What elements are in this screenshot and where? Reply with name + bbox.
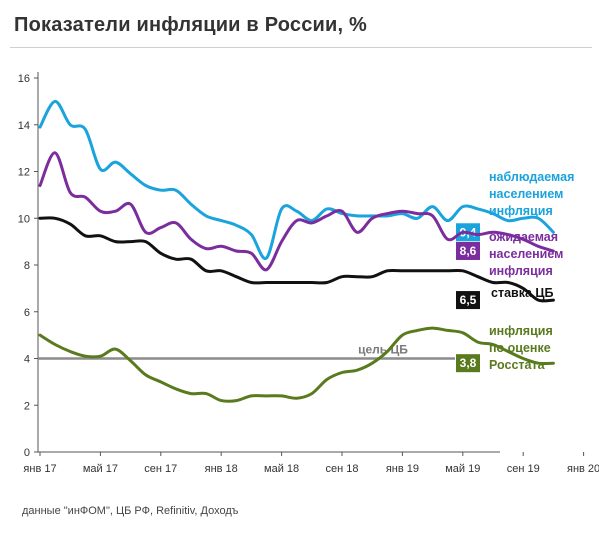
- series-label-line: ставка ЦБ: [491, 286, 554, 300]
- x-tick-label: май 17: [83, 463, 118, 475]
- series-label-line: населением: [489, 187, 563, 201]
- series-label-line: наблюдаемая: [489, 170, 574, 184]
- x-tick-label: янв 20: [567, 463, 599, 475]
- y-tick-label: 14: [18, 120, 30, 132]
- series-label-line: инфляция: [489, 264, 553, 278]
- rosstat-inflation-end-value: 3,8: [460, 356, 477, 370]
- y-tick-label: 12: [18, 167, 30, 179]
- x-tick-label: янв 18: [205, 463, 238, 475]
- y-tick-label: 2: [24, 400, 30, 412]
- series-label-line: по оценке: [489, 341, 551, 355]
- x-tick-label: янв 19: [386, 463, 419, 475]
- x-tick-label: сен 19: [507, 463, 540, 475]
- y-tick-label: 0: [24, 447, 30, 459]
- rosstat-inflation-line: [38, 326, 555, 403]
- series-label-line: Росстата: [489, 358, 546, 372]
- x-tick-label: май 19: [445, 463, 480, 475]
- series-label-line: ожидаемая: [489, 230, 558, 244]
- x-tick-label: май 18: [264, 463, 299, 475]
- y-tick-label: 4: [24, 354, 30, 366]
- expected-inflation-end-value: 8,6: [460, 244, 477, 258]
- inflation-chart: 0 2 4 6 8 10 12 14 16 янв 17 май 17 сен 17 янв 18 май…: [18, 72, 599, 475]
- expected-inflation-line: [38, 151, 555, 272]
- y-tick-label: 10: [18, 213, 30, 225]
- x-tick-label: янв 17: [23, 463, 56, 475]
- key-rate-end-value: 6,5: [460, 293, 477, 307]
- target-label: цель ЦБ: [358, 343, 408, 357]
- x-tick-label: сен 17: [144, 463, 177, 475]
- y-tick-label: 6: [24, 307, 30, 319]
- source-note: данные "инФОМ", ЦБ РФ, Refinitiv, Доходъ: [22, 505, 239, 517]
- series-label-line: населением: [489, 247, 563, 261]
- observed-inflation-line: [38, 99, 555, 260]
- chart-title: Показатели инфляции в России, %: [14, 14, 368, 36]
- y-tick-label: 8: [24, 260, 30, 272]
- x-tick-label: сен 18: [326, 463, 359, 475]
- expected-inflation-end-badge: [456, 241, 480, 260]
- title-divider: [10, 47, 592, 48]
- key-rate-end-badge: [456, 291, 480, 310]
- key-rate-line: [38, 216, 555, 303]
- series-label-line: инфляция: [489, 204, 553, 218]
- rosstat-inflation-end-badge: [456, 354, 480, 373]
- series-label-line: инфляция: [489, 324, 553, 338]
- y-tick-label: 16: [18, 73, 30, 85]
